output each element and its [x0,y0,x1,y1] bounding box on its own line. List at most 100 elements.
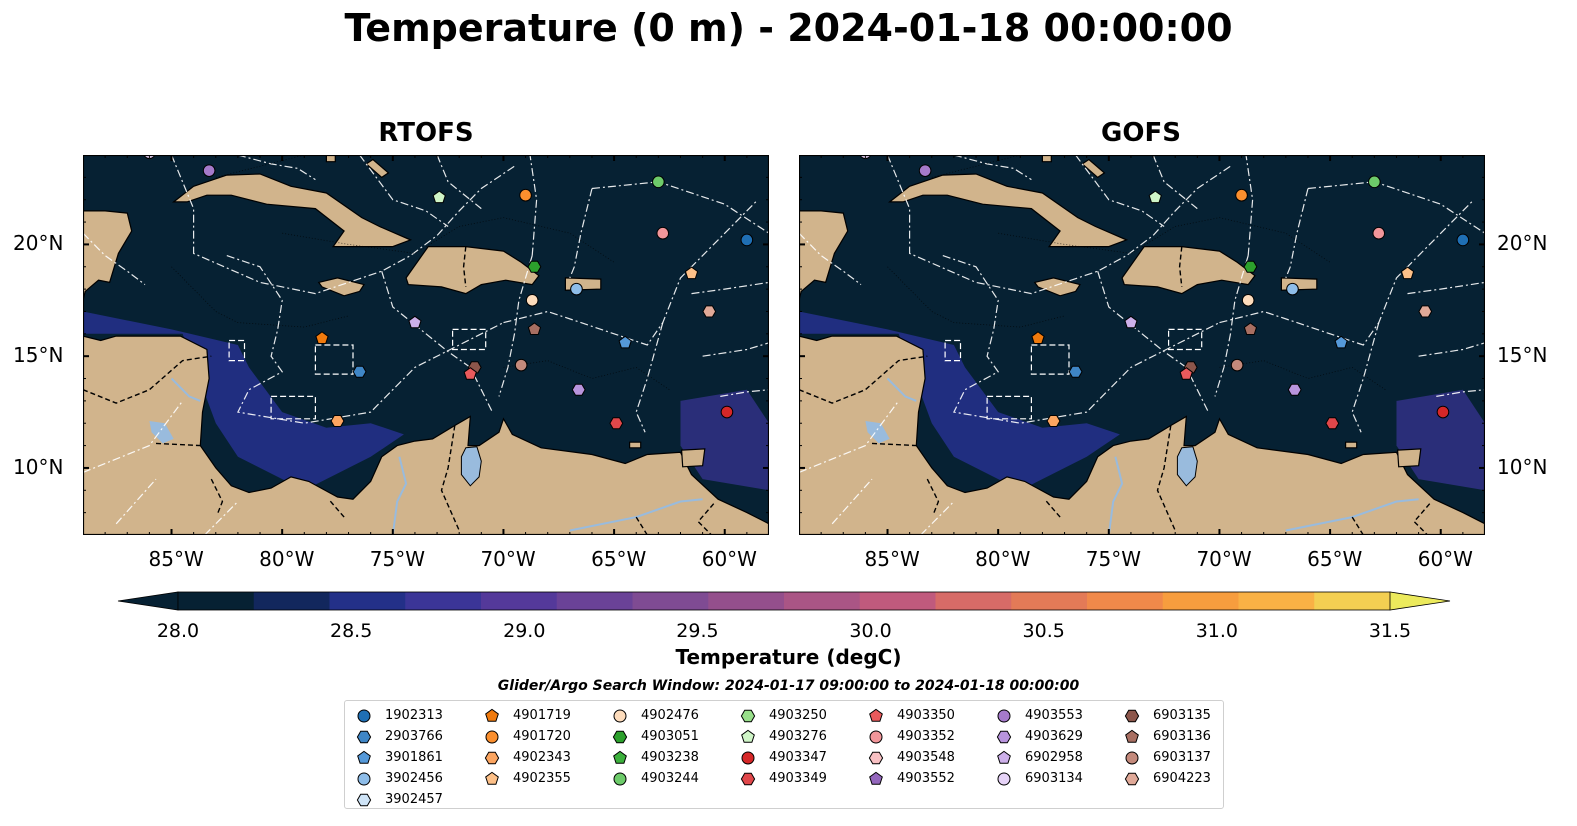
legend-label: 6903136 [1153,729,1211,744]
legend-entry: 4901719 [483,705,571,726]
river [886,377,917,402]
colorbar-tick-label: 29.0 [503,620,546,642]
x-tick-label: 60°W [1417,547,1473,571]
pentagon-marker-icon [869,771,883,785]
colorbar-bin [1314,592,1391,610]
eez-boundary [635,322,664,433]
float-4903350 [1179,367,1193,380]
eez-boundary [1418,342,1485,357]
colorbar-bin [253,592,330,610]
eez-boundary [799,232,862,286]
legend-entry: 4903347 [739,747,827,768]
eez-boundary [1214,255,1249,397]
circle-marker-icon [997,772,1011,785]
legend-marker [868,751,884,764]
legend-entry: 4903276 [739,726,827,747]
circle-marker-icon [741,751,755,764]
legend-marker [485,771,499,785]
float-6902958 [408,315,422,329]
x-tick-label: 65°W [1307,547,1363,571]
legend-label: 6903134 [1025,771,1083,786]
legend-label: 4902476 [641,708,699,723]
float-3901861 [618,335,632,349]
float-4901719 [1031,331,1045,344]
bathymetry-contour [215,155,305,178]
legend-column: 1902313 2903766 3901861 3902456 3902457 [355,705,443,810]
legend-marker [1125,751,1139,764]
eez-boundary [83,232,146,286]
legend-entry: 4903244 [611,768,699,789]
legend-entry: 4901720 [483,726,571,747]
x-tick-label: 75°W [1085,547,1142,571]
bathymetry-contour [931,155,1021,178]
land-polygon [171,173,413,248]
lake-maracaibo [1176,446,1198,487]
colorbar-bin [708,592,785,610]
colorbar-bin [1162,592,1239,610]
land-polygon [1081,158,1106,179]
legend-entry: 6903135 [1123,705,1211,726]
colorbar-bin [481,592,558,610]
eez-boundary [831,478,873,525]
country-border [440,425,460,531]
bathymetry-contour [282,217,615,263]
land-polygon [1396,448,1422,468]
eez-boundary [1219,199,1475,346]
river [569,498,703,532]
float-legend: 1902313 2903766 3901861 3902456 3902457 49017… [344,700,1224,809]
dashed-region [1030,344,1070,375]
legend-label: 3901861 [385,750,443,765]
float-6903137 [1230,358,1244,372]
circle-marker-icon [613,709,627,722]
legend-entry: 6903136 [1123,726,1211,747]
y-tick-label: 15°N [1497,343,1548,368]
float-6903136 [527,322,542,335]
eez-boundary [359,155,449,227]
float-4903051 [527,260,542,273]
country-border [155,442,201,447]
map-frame [83,155,769,535]
land-polygon [680,448,706,468]
lake-maracaibo [460,446,482,487]
legend-label: 4902355 [513,771,571,786]
legend-label: 2903766 [385,729,443,744]
eez-boundary [226,255,504,424]
gofs-map [799,155,1485,535]
eez-boundary [1407,281,1485,295]
land-polygon [887,173,1129,248]
map-frame [799,155,1485,535]
float-2903766 [1068,365,1083,378]
river [391,456,408,535]
hexagon-marker-icon [484,751,500,764]
legend-marker [869,730,883,743]
eez-boundary [591,181,769,234]
colorbar-extend-low [117,591,179,611]
float-4903349 [1325,417,1340,430]
float-4903244 [652,175,665,189]
legend-entry: 4903553 [995,705,1083,726]
legend-marker [612,730,628,743]
legend-column: 4903553 4903629 6902958 6903134 [995,705,1083,789]
float-4902343 [1046,415,1061,427]
pentagon-marker-icon [357,750,371,764]
hexagon-marker-icon [740,709,756,722]
country-border [1178,246,1183,287]
hexagon-marker-icon [356,730,372,743]
legend-marker [357,750,371,764]
legend-label: 6903135 [1153,708,1211,723]
country-border [635,516,648,535]
colorbar-tick-label: 29.5 [676,620,719,642]
circle-marker-icon [357,709,371,722]
eez-boundary [691,281,769,295]
legend-marker [869,771,883,785]
colorbar-tick-label: 28.0 [156,620,200,642]
legend-label: 4903276 [769,729,827,744]
legend-label: 4903629 [1025,729,1083,744]
float-4903244 [1368,175,1381,189]
float-3902456 [1286,282,1299,296]
x-tick-label: 80°W [259,547,315,571]
eez-boundary [1307,181,1485,234]
legend-label: 6903137 [1153,750,1211,765]
float-2903766 [352,365,367,378]
float-4903276 [432,190,446,204]
